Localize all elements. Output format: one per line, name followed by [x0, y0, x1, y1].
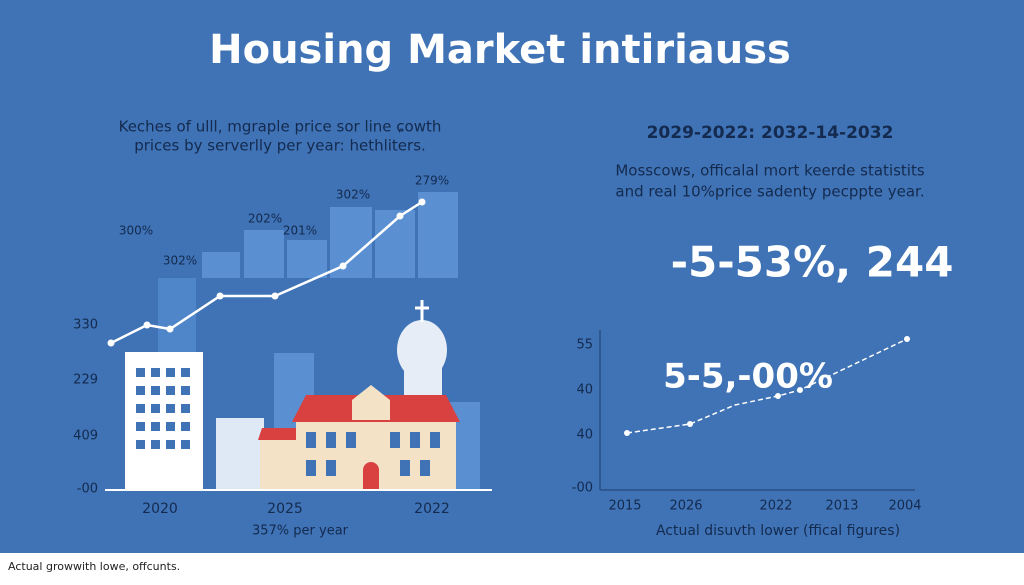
x-label: 2022	[759, 499, 792, 514]
y-label: 55	[576, 338, 593, 353]
y-label: -00	[572, 481, 593, 496]
right-subtitle: and real 10%price sadenty pecppte year.	[615, 183, 924, 201]
overlay: 5-5,-00%	[663, 357, 833, 397]
left-subtitle: Keches of ulll, mgraple price sor line ɕ…	[119, 118, 442, 136]
y-label: 229	[73, 373, 98, 388]
y-label: -00	[77, 482, 98, 497]
footer: Actual growwith lowe, offcunts.	[8, 560, 180, 573]
x-label: 2015	[608, 499, 641, 514]
x-label: 2020	[142, 501, 178, 517]
right-subtitle: Mosscows, officalal mort keerde statisti…	[615, 162, 925, 180]
title: Housing Market intiriauss	[209, 27, 791, 73]
y-label: 40	[576, 428, 593, 443]
right-heading: 2029-2022: 2032-14-2032	[647, 123, 894, 143]
trend-line	[110, 200, 423, 345]
left-subtitle: prices by serverlly per year: hethliters…	[134, 137, 426, 155]
point-label: 201%	[283, 224, 317, 238]
y-label: 40	[576, 383, 593, 398]
buildings	[125, 300, 460, 490]
big-number: -5-53%, 244	[671, 238, 954, 287]
trend-points	[107, 198, 426, 347]
caption: 357% per year	[252, 524, 349, 539]
x-label: 2013	[825, 499, 858, 514]
x-label: 2025	[267, 501, 303, 517]
point-label: 302%	[163, 254, 197, 268]
point-label: 300%	[119, 224, 153, 238]
y-label: 330	[73, 318, 98, 333]
x-label: 2026	[669, 499, 702, 514]
y-label: 409	[73, 429, 98, 444]
x-label: 2022	[414, 501, 450, 517]
point-label: 302%	[336, 188, 370, 202]
x-label: 2004	[888, 499, 921, 514]
point-label: 202%	[248, 212, 282, 226]
point-label: 279%	[415, 174, 449, 188]
point-labels: 300% 302% 202% 201% 302% 279%	[119, 174, 449, 268]
caption: Actual disuvth lower (ffical figures)	[656, 523, 900, 539]
